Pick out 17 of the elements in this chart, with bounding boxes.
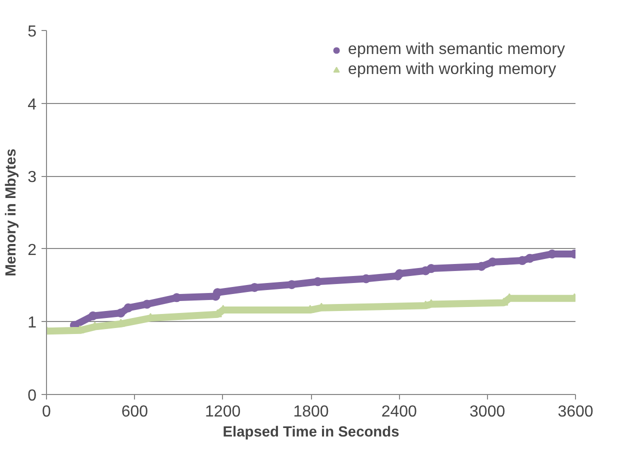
legend-label: epmem with semantic memory [348, 41, 565, 59]
y-tick-label: 3 [28, 169, 37, 186]
legend-label: epmem with working memory [348, 61, 556, 79]
y-tick-label: 5 [28, 24, 37, 40]
x-tick-label: 1200 [205, 404, 241, 420]
x-tick-label: 3600 [558, 404, 594, 420]
y-tick-label: 4 [28, 96, 37, 114]
y-tick-label: 2 [28, 242, 37, 259]
y-axis-title: Memory in Mbytes [4, 148, 20, 276]
x-tick-label: 1800 [293, 404, 329, 420]
x-tick-label: 2400 [381, 404, 418, 420]
x-tick-label: 600 [121, 404, 148, 420]
x-tick-label: 3000 [470, 404, 506, 420]
y-tick-label: 0 [28, 388, 37, 404]
x-axis-title: Elapsed Time in Seconds [222, 424, 400, 440]
y-tick-label: 1 [28, 314, 37, 332]
x-tick-label: 0 [42, 404, 52, 420]
